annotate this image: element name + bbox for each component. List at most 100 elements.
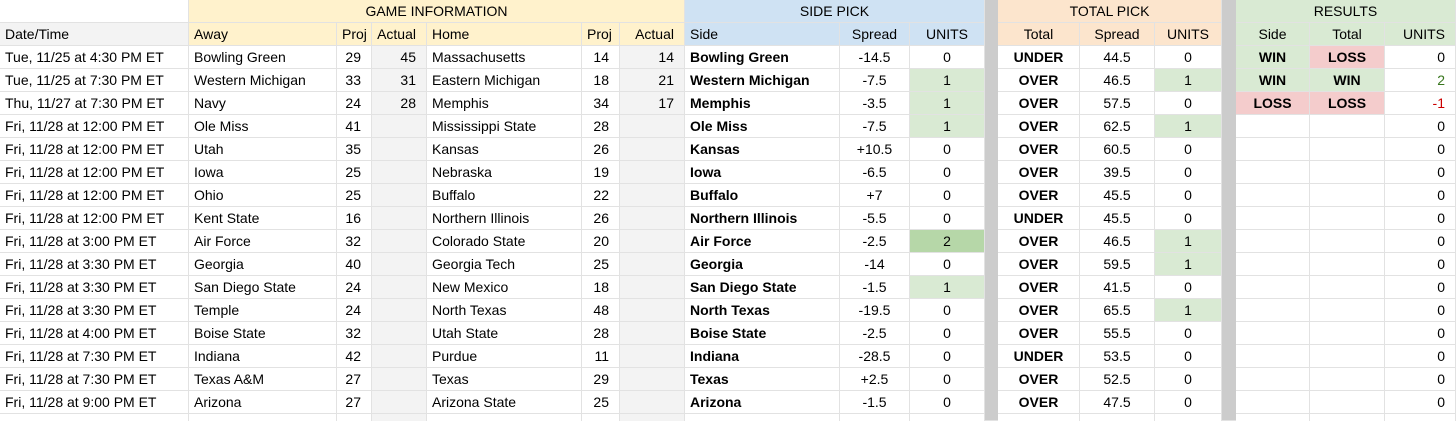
cell: 0 [1155,161,1222,184]
group-header: SIDE PICK [685,0,985,23]
cell: Georgia [189,253,337,276]
cell: 0 [910,391,985,414]
cell: 42 [337,345,372,368]
cell: 24 [337,299,372,322]
cell: -28.5 [840,345,910,368]
cell: 24 [337,92,372,115]
column-header: Actual [620,23,685,46]
cell: 26 [582,138,620,161]
cell: 1 [910,92,985,115]
empty-cell [620,368,685,391]
cell: 1 [1155,230,1222,253]
cell: 27 [337,368,372,391]
empty-cell [620,299,685,322]
cell: Ohio [189,184,337,207]
cell: Air Force [189,230,337,253]
empty-cell [189,414,337,421]
empty-cell [1080,414,1155,421]
empty-cell [910,414,985,421]
cell: Western Michigan [189,69,337,92]
cell: Utah State [427,322,582,345]
cell: Eastern Michigan [427,69,582,92]
cell: 32 [337,322,372,345]
cell: Texas [427,368,582,391]
cell: 0 [1155,368,1222,391]
empty-cell [1310,161,1385,184]
cell: WIN [1310,69,1385,92]
column-header: Total [1310,23,1385,46]
cell: 14 [582,46,620,69]
empty-cell [1236,161,1310,184]
cell: 47.5 [1080,391,1155,414]
empty-cell [372,414,427,421]
empty-cell [620,345,685,368]
cell: 1 [910,276,985,299]
cell: 2 [1385,69,1456,92]
column-header: UNITS [910,23,985,46]
group-header: TOTAL PICK [998,0,1222,23]
cell: Utah [189,138,337,161]
empty-cell [1310,276,1385,299]
empty-cell [427,414,582,421]
cell: Colorado State [427,230,582,253]
empty-cell [1310,391,1385,414]
cell: -7.5 [840,115,910,138]
cell: Arizona [685,391,840,414]
column-header: Total [998,23,1080,46]
empty-cell [620,184,685,207]
cell: 0 [1385,345,1456,368]
cell: Indiana [685,345,840,368]
cell: 1 [1155,115,1222,138]
cell: OVER [998,391,1080,414]
cell: Ole Miss [189,115,337,138]
cell: 57.5 [1080,92,1155,115]
cell: 28 [582,322,620,345]
cell: 0 [1155,184,1222,207]
column-header: Side [685,23,840,46]
group-header: RESULTS [1236,0,1456,23]
cell: 60.5 [1080,138,1155,161]
empty-cell [1236,345,1310,368]
cell: 41 [337,115,372,138]
empty-cell [620,230,685,253]
cell: -14 [840,253,910,276]
cell: 11 [582,345,620,368]
cell: LOSS [1310,46,1385,69]
cell: Arizona [189,391,337,414]
empty-cell [840,414,910,421]
cell: +10.5 [840,138,910,161]
column-header: Side [1236,23,1310,46]
cell: 46.5 [1080,230,1155,253]
empty-cell [372,253,427,276]
cell: Fri, 11/28 at 12:00 PM ET [0,207,189,230]
cell: OVER [998,253,1080,276]
cell: 26 [582,207,620,230]
cell: 32 [337,230,372,253]
empty-cell [372,345,427,368]
column-header: Home [427,23,582,46]
column-header: Away [189,23,337,46]
cell: 25 [337,184,372,207]
cell: 0 [1385,322,1456,345]
empty-cell [372,322,427,345]
cell: 1 [1155,253,1222,276]
cell: Fri, 11/28 at 12:00 PM ET [0,184,189,207]
cell: 0 [910,345,985,368]
cell: 39.5 [1080,161,1155,184]
cell: UNDER [998,46,1080,69]
cell: 59.5 [1080,253,1155,276]
cell: OVER [998,368,1080,391]
cell: OVER [998,276,1080,299]
cell: 44.5 [1080,46,1155,69]
group-header: GAME INFORMATION [189,0,685,23]
empty-cell [1310,253,1385,276]
empty-cell [1310,322,1385,345]
cell: 0 [1385,161,1456,184]
cell: 0 [910,138,985,161]
cell: 0 [1155,138,1222,161]
cell: -3.5 [840,92,910,115]
empty-cell [372,391,427,414]
cell: 0 [910,299,985,322]
cell: OVER [998,230,1080,253]
